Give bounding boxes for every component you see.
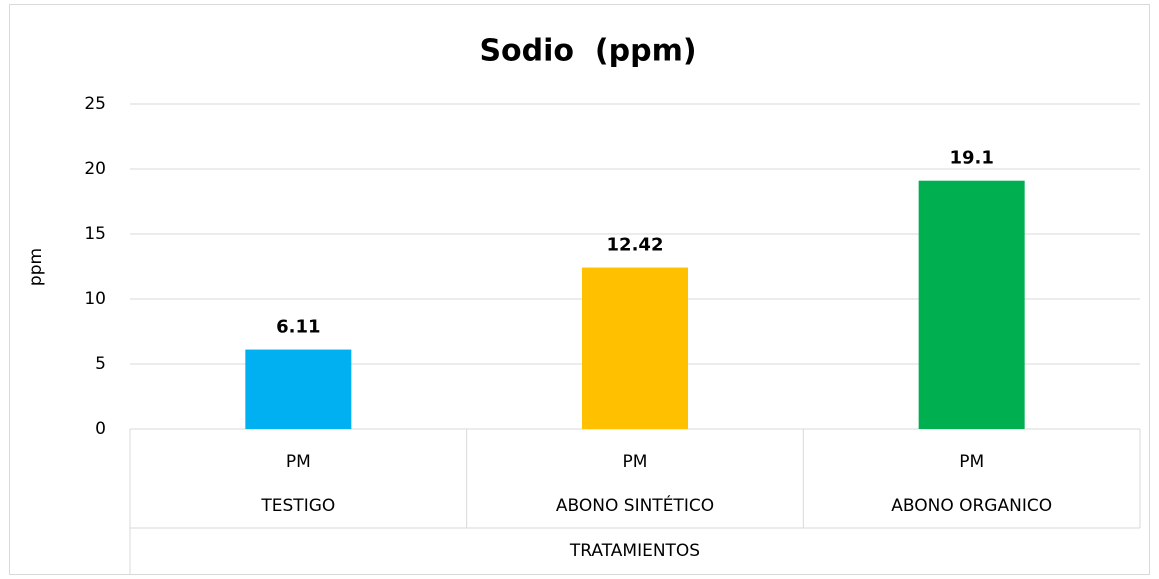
y-axis-label: ppm	[26, 248, 46, 286]
y-tick-label: 0	[95, 419, 106, 439]
bar	[582, 267, 688, 429]
y-tick-label: 10	[84, 289, 106, 309]
x-tick-label: PM	[959, 452, 984, 472]
chart-title: Sodio (ppm)	[479, 34, 696, 69]
bar	[918, 180, 1025, 429]
x-tick-label: PM	[286, 452, 311, 472]
y-tick-label: 5	[95, 354, 106, 374]
data-label: 19.1	[949, 148, 993, 169]
x-group-label: ABONO ORGANICO	[891, 496, 1052, 516]
y-tick-label: 15	[84, 224, 106, 244]
x-tick-label: PM	[623, 452, 648, 472]
x-group-label: ABONO SINTÉTICO	[556, 494, 714, 516]
x-axis-label: TRATAMIENTOS	[569, 541, 700, 561]
data-label: 12.42	[607, 235, 664, 256]
x-group-label: TESTIGO	[260, 496, 335, 516]
bar	[245, 349, 352, 429]
y-tick-label: 20	[84, 159, 106, 179]
data-label: 6.11	[276, 317, 320, 338]
y-tick-label: 25	[84, 94, 106, 114]
chart-frame	[9, 4, 1150, 575]
